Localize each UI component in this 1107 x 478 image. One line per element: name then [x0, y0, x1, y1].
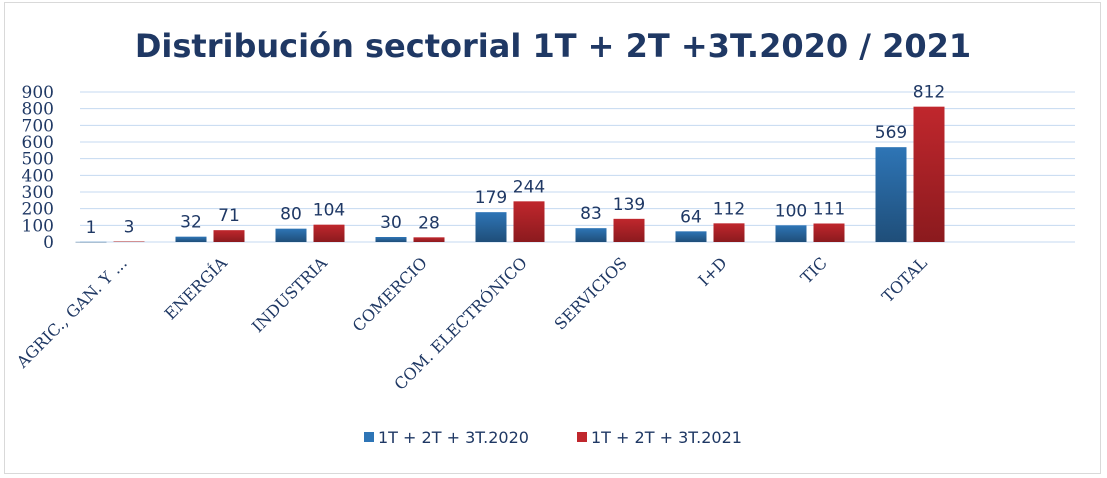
x-tick-label: TOTAL: [878, 253, 931, 306]
data-label: 569: [875, 123, 907, 143]
bar-2021: [913, 106, 945, 243]
data-label: 80: [280, 205, 302, 225]
legend-swatch: [364, 432, 374, 442]
y-tick-label: 100: [22, 216, 54, 236]
bar-2021: [513, 201, 545, 242]
data-label: 71: [218, 206, 240, 226]
bar-2020: [475, 212, 507, 242]
bar-2020: [175, 236, 207, 242]
legend-swatch: [577, 432, 587, 442]
bar-2020: [75, 241, 107, 243]
bars: [75, 106, 945, 243]
y-tick-label: 500: [22, 150, 54, 170]
x-tick-label: ENERGÍA: [160, 252, 231, 323]
y-tick-label: 800: [22, 100, 54, 120]
bar-2020: [575, 228, 607, 242]
x-tick-label: INDUSTRIA: [248, 253, 331, 336]
y-tick-label: 400: [22, 166, 54, 186]
bar-2021: [113, 241, 145, 242]
y-tick-label: 300: [22, 183, 54, 203]
x-axis: AGRIC., GAN. Y ... ENERGÍA INDUSTRIA COMERC…: [12, 252, 931, 393]
data-label: 64: [680, 207, 702, 227]
x-tick-label: TIC: [797, 253, 831, 287]
x-tick-label: SERVICIOS: [550, 253, 630, 333]
y-tick-label: 200: [22, 200, 54, 220]
data-label: 100: [775, 201, 807, 221]
data-label: 30: [380, 213, 402, 233]
data-label: 28: [418, 213, 440, 233]
data-label: 111: [813, 200, 845, 220]
data-label: 112: [713, 199, 745, 219]
data-label: 812: [913, 83, 945, 103]
chart-title: Distribución sectorial 1T + 2T +3T.2020 …: [135, 27, 971, 65]
bar-2021: [413, 237, 445, 242]
bar-2020: [275, 228, 307, 242]
bar-2020: [675, 231, 707, 242]
bar-2021: [713, 223, 745, 242]
bar-2021: [313, 224, 345, 242]
bar-2021: [613, 218, 645, 242]
bar-2020: [375, 237, 407, 242]
data-label: 104: [313, 201, 345, 221]
bar-2021: [813, 223, 845, 242]
bar-2021: [213, 230, 245, 242]
x-tick-label: COMERCIO: [349, 253, 431, 335]
x-tick-label: I+D: [694, 253, 730, 289]
legend-label: 1T + 2T + 3T.2021: [591, 428, 742, 447]
y-tick-label: 0: [43, 233, 54, 253]
bar-2020: [875, 147, 907, 242]
data-label: 244: [513, 177, 545, 197]
data-label: 179: [475, 188, 507, 208]
gridlines: [80, 91, 1075, 243]
data-labels: 1 3 32 71 80 104 30 28 179 244 83 139 64 112 100 111 569…: [86, 83, 946, 238]
legend: 1T + 2T + 3T.2020 1T + 2T + 3T.2021: [364, 428, 742, 447]
data-label: 139: [613, 195, 645, 215]
y-tick-label: 600: [22, 133, 54, 153]
bar-2020: [775, 225, 807, 242]
data-label: 1: [86, 218, 97, 238]
x-tick-label: AGRIC., GAN. Y ...: [12, 253, 131, 372]
legend-label: 1T + 2T + 3T.2020: [378, 428, 529, 447]
y-tick-label: 900: [22, 83, 54, 103]
data-label: 3: [124, 218, 135, 238]
data-label: 83: [580, 204, 602, 224]
y-tick-label: 700: [22, 116, 54, 136]
data-label: 32: [180, 213, 202, 233]
